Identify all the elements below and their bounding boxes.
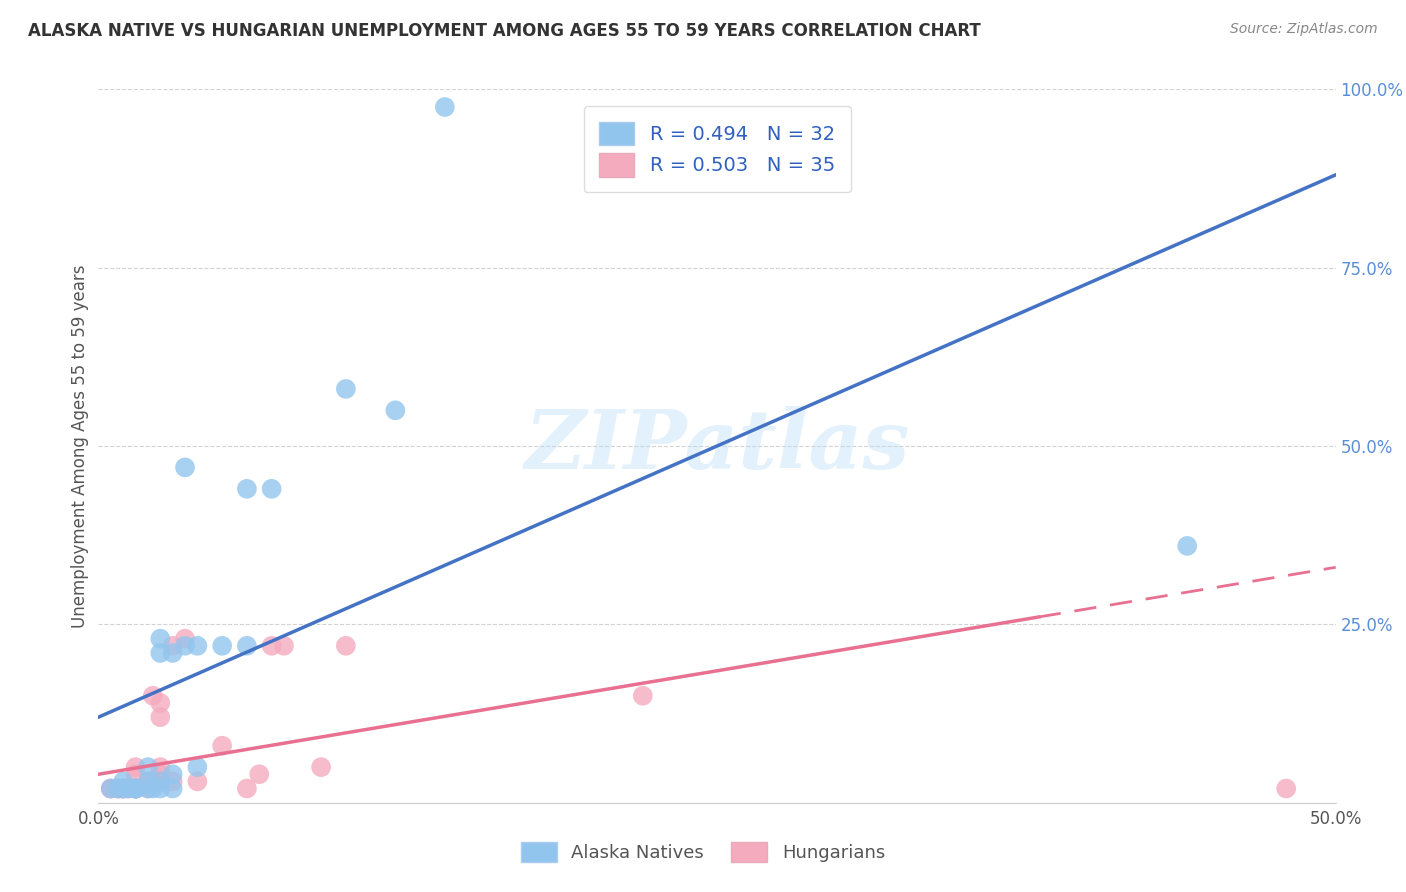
Point	[162, 774, 184, 789]
Point	[236, 781, 259, 796]
Point	[1275, 781, 1298, 796]
Legend: Alaska Natives, Hungarians: Alaska Natives, Hungarians	[513, 834, 893, 870]
Point	[433, 100, 456, 114]
Point	[112, 781, 135, 796]
Point	[236, 482, 259, 496]
Point	[149, 781, 172, 796]
Point	[136, 781, 159, 796]
Point	[186, 774, 208, 789]
Point	[136, 760, 159, 774]
Point	[149, 774, 172, 789]
Point	[162, 767, 184, 781]
Point	[260, 482, 283, 496]
Point	[112, 781, 135, 796]
Point	[124, 781, 146, 796]
Text: Source: ZipAtlas.com: Source: ZipAtlas.com	[1230, 22, 1378, 37]
Point	[112, 781, 135, 796]
Point	[162, 781, 184, 796]
Point	[211, 739, 233, 753]
Point	[142, 689, 165, 703]
Point	[335, 382, 357, 396]
Point	[162, 639, 184, 653]
Point	[335, 639, 357, 653]
Point	[631, 689, 654, 703]
Text: ZIPatlas: ZIPatlas	[524, 406, 910, 486]
Point	[100, 781, 122, 796]
Point	[124, 781, 146, 796]
Point	[186, 760, 208, 774]
Point	[149, 696, 172, 710]
Point	[236, 639, 259, 653]
Point	[124, 767, 146, 781]
Point	[107, 781, 129, 796]
Point	[124, 781, 146, 796]
Point	[174, 632, 197, 646]
Point	[136, 781, 159, 796]
Point	[149, 774, 172, 789]
Point	[162, 646, 184, 660]
Point	[149, 767, 172, 781]
Point	[309, 760, 332, 774]
Point	[273, 639, 295, 653]
Point	[186, 639, 208, 653]
Point	[117, 781, 139, 796]
Point	[174, 460, 197, 475]
Y-axis label: Unemployment Among Ages 55 to 59 years: Unemployment Among Ages 55 to 59 years	[72, 264, 90, 628]
Point	[124, 760, 146, 774]
Point	[149, 632, 172, 646]
Point	[149, 760, 172, 774]
Point	[100, 781, 122, 796]
Point	[100, 781, 122, 796]
Point	[136, 774, 159, 789]
Point	[384, 403, 406, 417]
Point	[211, 639, 233, 653]
Point	[124, 781, 146, 796]
Point	[124, 781, 146, 796]
Text: ALASKA NATIVE VS HUNGARIAN UNEMPLOYMENT AMONG AGES 55 TO 59 YEARS CORRELATION CH: ALASKA NATIVE VS HUNGARIAN UNEMPLOYMENT …	[28, 22, 981, 40]
Point	[260, 639, 283, 653]
Point	[142, 774, 165, 789]
Point	[174, 639, 197, 653]
Point	[117, 781, 139, 796]
Point	[124, 781, 146, 796]
Point	[142, 781, 165, 796]
Point	[124, 781, 146, 796]
Point	[136, 774, 159, 789]
Point	[1175, 539, 1198, 553]
Point	[149, 646, 172, 660]
Legend: R = 0.494   N = 32, R = 0.503   N = 35: R = 0.494 N = 32, R = 0.503 N = 35	[583, 106, 851, 193]
Point	[107, 781, 129, 796]
Point	[247, 767, 270, 781]
Point	[112, 781, 135, 796]
Point	[112, 774, 135, 789]
Point	[107, 781, 129, 796]
Point	[149, 710, 172, 724]
